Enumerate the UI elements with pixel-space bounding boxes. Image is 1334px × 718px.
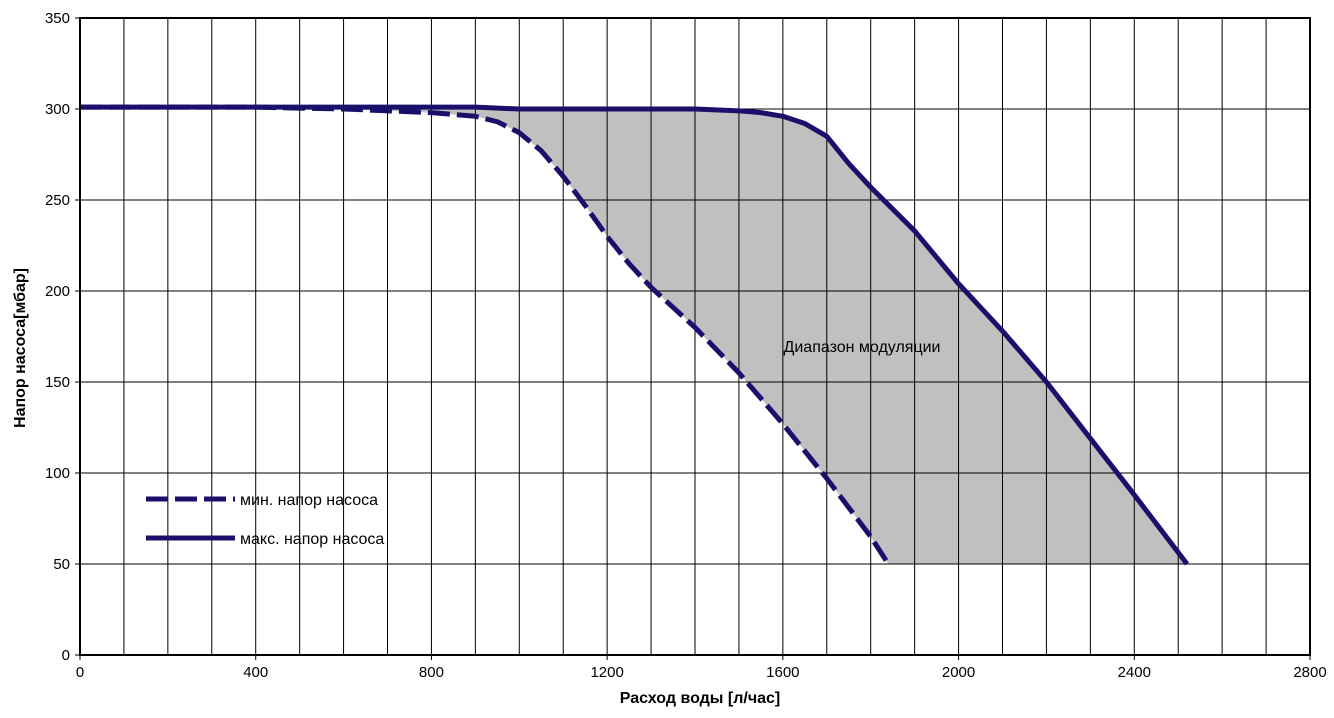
y-tick-label: 0 [62, 647, 70, 664]
legend-label-max-head: макс. напор насоса [240, 531, 384, 548]
series-layer [80, 104, 1189, 566]
y-tick-label: 100 [45, 465, 70, 482]
plot-frame-layer [79, 17, 1311, 656]
modulation-range-label: Диапазон модуляции [784, 339, 941, 356]
y-tick-label: 50 [53, 556, 70, 573]
x-tick-label: 1200 [590, 664, 623, 681]
legend: мин. напор насоса макс. напор насоса [146, 492, 384, 548]
modulation-range-area [80, 107, 1187, 565]
series-max-head-line [80, 104, 1189, 566]
x-tick-label: 2000 [942, 664, 975, 681]
legend-label-min-head: мин. напор насоса [240, 492, 378, 509]
tick-labels-layer: 0 400 800 1200 1600 2000 2400 2800 0 50 100 150 200 2… [45, 10, 1327, 681]
x-tick-label: 1600 [766, 664, 799, 681]
modulation-range-area-layer [80, 107, 1187, 565]
x-tick-label: 2800 [1293, 664, 1326, 681]
y-tick-label: 250 [45, 192, 70, 209]
y-tick-label: 300 [45, 101, 70, 118]
y-tick-label: 150 [45, 374, 70, 391]
y-axis-title: Напор насоса[мбар] [12, 268, 29, 428]
x-tick-label: 0 [76, 664, 84, 681]
plot-frame [79, 17, 1311, 656]
grid-layer [80, 18, 1310, 655]
x-tick-label: 2400 [1118, 664, 1151, 681]
x-axis-title: Расход воды [л/час] [620, 690, 781, 707]
x-tick-label: 800 [419, 664, 444, 681]
x-tick-label: 400 [243, 664, 268, 681]
y-tick-label: 350 [45, 10, 70, 27]
y-tick-label: 200 [45, 283, 70, 300]
